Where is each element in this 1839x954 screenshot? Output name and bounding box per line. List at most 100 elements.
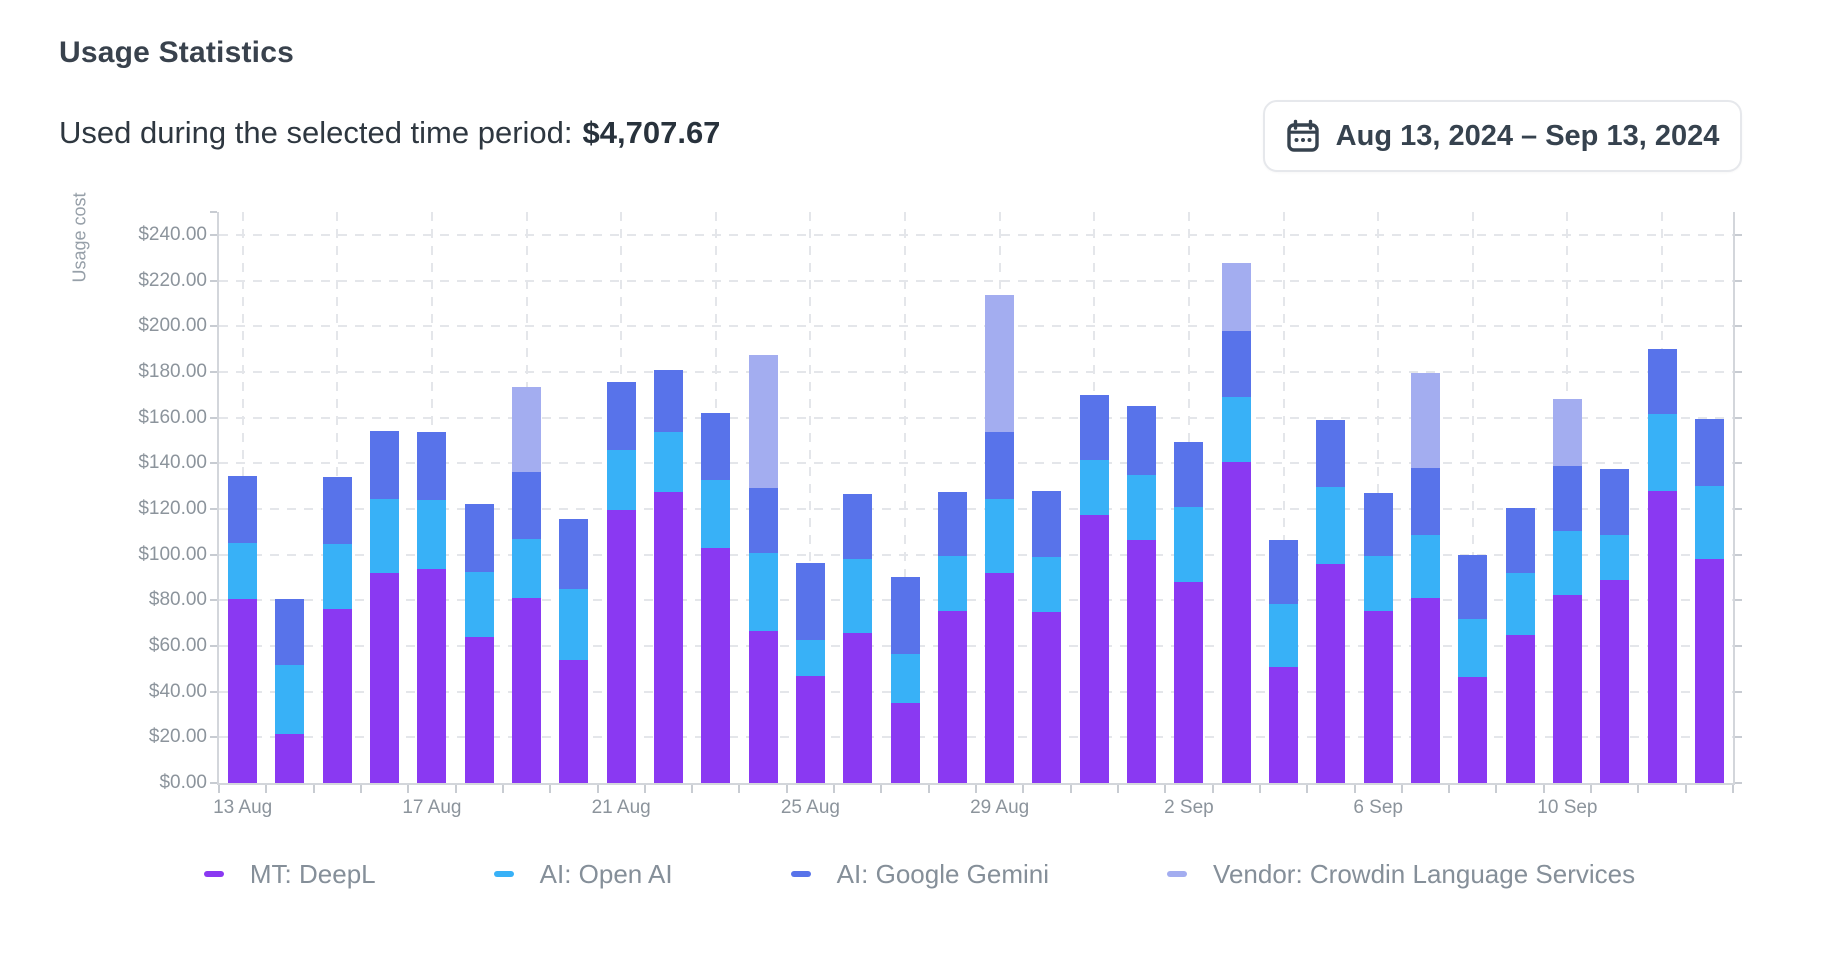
bar-segment-gemini[interactable] (748, 488, 778, 554)
bar-segment-deepl[interactable] (1410, 597, 1440, 783)
bar-segment-openai[interactable] (322, 544, 352, 610)
bar-segment-deepl[interactable] (512, 597, 542, 783)
bar-segment-openai[interactable] (1363, 555, 1393, 611)
bar-segment-openai[interactable] (275, 665, 305, 734)
bar-segment-openai[interactable] (795, 640, 825, 676)
bar-segment-openai[interactable] (370, 498, 400, 573)
bar-segment-openai[interactable] (1079, 459, 1109, 515)
bar-segment-openai[interactable] (701, 480, 731, 548)
bar-segment-vendor[interactable] (985, 295, 1015, 433)
bar-segment-deepl[interactable] (1600, 579, 1630, 783)
bar-segment-gemini[interactable] (275, 599, 305, 666)
bar-segment-openai[interactable] (985, 498, 1015, 573)
bar-segment-openai[interactable] (464, 571, 494, 637)
bar-segment-gemini[interactable] (1505, 507, 1535, 573)
bar-segment-openai[interactable] (1458, 618, 1488, 677)
bar-segment-deepl[interactable] (1221, 462, 1251, 783)
bar-segment-deepl[interactable] (843, 633, 873, 783)
bar-segment-vendor[interactable] (748, 354, 778, 489)
bar-segment-deepl[interactable] (701, 547, 731, 783)
bar-segment-openai[interactable] (1316, 487, 1346, 564)
bar-segment-deepl[interactable] (1694, 559, 1724, 783)
bar-segment-openai[interactable] (1410, 535, 1440, 598)
bar-segment-openai[interactable] (1505, 572, 1535, 635)
bar-segment-deepl[interactable] (795, 675, 825, 783)
bar-segment-gemini[interactable] (985, 432, 1015, 499)
bar-segment-deepl[interactable] (1316, 563, 1346, 783)
bar-segment-deepl[interactable] (1552, 594, 1582, 783)
bar-segment-gemini[interactable] (1079, 394, 1109, 460)
bar-segment-deepl[interactable] (653, 491, 683, 783)
bar-segment-deepl[interactable] (1127, 539, 1157, 783)
bar-segment-vendor[interactable] (512, 386, 542, 473)
bar-segment-openai[interactable] (1221, 397, 1251, 463)
bar-segment-openai[interactable] (1600, 535, 1630, 580)
bar-segment-openai[interactable] (417, 499, 447, 570)
bar-segment-gemini[interactable] (701, 412, 731, 481)
bar-segment-vendor[interactable] (1552, 399, 1582, 466)
date-range-button[interactable]: Aug 13, 2024 – Sep 13, 2024 (1263, 100, 1742, 172)
bar-segment-deepl[interactable] (1174, 582, 1204, 783)
bar-segment-gemini[interactable] (417, 432, 447, 500)
bar-segment-deepl[interactable] (1647, 490, 1677, 783)
bar-segment-deepl[interactable] (370, 572, 400, 783)
bar-segment-openai[interactable] (1032, 556, 1062, 612)
bar-segment-gemini[interactable] (1694, 418, 1724, 487)
bar-segment-deepl[interactable] (1363, 610, 1393, 783)
bar-segment-vendor[interactable] (1410, 373, 1440, 468)
bar-segment-openai[interactable] (937, 555, 967, 611)
legend-item-gemini[interactable]: AI: Google Gemini (790, 859, 1049, 890)
bar-segment-deepl[interactable] (464, 636, 494, 783)
bar-segment-openai[interactable] (1647, 414, 1677, 491)
bar-segment-gemini[interactable] (1458, 554, 1488, 619)
bar-segment-openai[interactable] (1552, 530, 1582, 595)
bar-segment-deepl[interactable] (606, 510, 636, 783)
bar-segment-deepl[interactable] (748, 631, 778, 783)
bar-segment-openai[interactable] (1127, 474, 1157, 540)
bar-segment-openai[interactable] (653, 432, 683, 492)
bar-segment-openai[interactable] (1694, 486, 1724, 560)
bar-segment-openai[interactable] (512, 538, 542, 598)
legend-item-openai[interactable]: AI: Open AI (493, 859, 673, 890)
bar-segment-vendor[interactable] (1221, 263, 1251, 331)
bar-segment-gemini[interactable] (937, 491, 967, 556)
bar-segment-gemini[interactable] (1032, 490, 1062, 557)
bar-segment-gemini[interactable] (1174, 441, 1204, 507)
bar-segment-deepl[interactable] (275, 733, 305, 783)
bar-segment-openai[interactable] (748, 553, 778, 632)
bar-segment-gemini[interactable] (1647, 349, 1677, 415)
bar-segment-deepl[interactable] (417, 569, 447, 783)
bar-segment-gemini[interactable] (464, 504, 494, 572)
bar-segment-openai[interactable] (606, 449, 636, 511)
bar-segment-deepl[interactable] (985, 572, 1015, 783)
bar-segment-gemini[interactable] (606, 382, 636, 450)
bar-segment-openai[interactable] (890, 653, 920, 704)
bar-segment-gemini[interactable] (890, 577, 920, 654)
bar-segment-openai[interactable] (1269, 603, 1299, 667)
bar-segment-gemini[interactable] (322, 476, 352, 545)
bar-segment-deepl[interactable] (228, 599, 258, 783)
bar-segment-gemini[interactable] (1316, 419, 1346, 488)
bar-segment-openai[interactable] (1174, 506, 1204, 582)
bar-segment-openai[interactable] (228, 543, 258, 600)
bar-segment-openai[interactable] (559, 588, 589, 660)
bar-segment-openai[interactable] (843, 559, 873, 634)
bar-segment-gemini[interactable] (228, 475, 258, 544)
bar-segment-gemini[interactable] (795, 562, 825, 641)
bar-segment-deepl[interactable] (1269, 666, 1299, 783)
bar-segment-gemini[interactable] (1410, 467, 1440, 536)
bar-segment-gemini[interactable] (843, 494, 873, 560)
bar-segment-gemini[interactable] (370, 431, 400, 499)
bar-segment-gemini[interactable] (512, 472, 542, 539)
bar-segment-gemini[interactable] (1552, 465, 1582, 531)
bar-segment-gemini[interactable] (1221, 330, 1251, 397)
bar-segment-deepl[interactable] (890, 703, 920, 783)
legend-item-vendor[interactable]: Vendor: Crowdin Language Services (1167, 859, 1635, 890)
bar-segment-gemini[interactable] (1269, 539, 1299, 604)
bar-segment-deepl[interactable] (559, 659, 589, 783)
legend-item-deepl[interactable]: MT: DeepL (203, 859, 376, 890)
bar-segment-gemini[interactable] (559, 519, 589, 589)
bar-segment-gemini[interactable] (1363, 492, 1393, 556)
bar-segment-deepl[interactable] (937, 610, 967, 783)
bar-segment-gemini[interactable] (653, 369, 683, 433)
